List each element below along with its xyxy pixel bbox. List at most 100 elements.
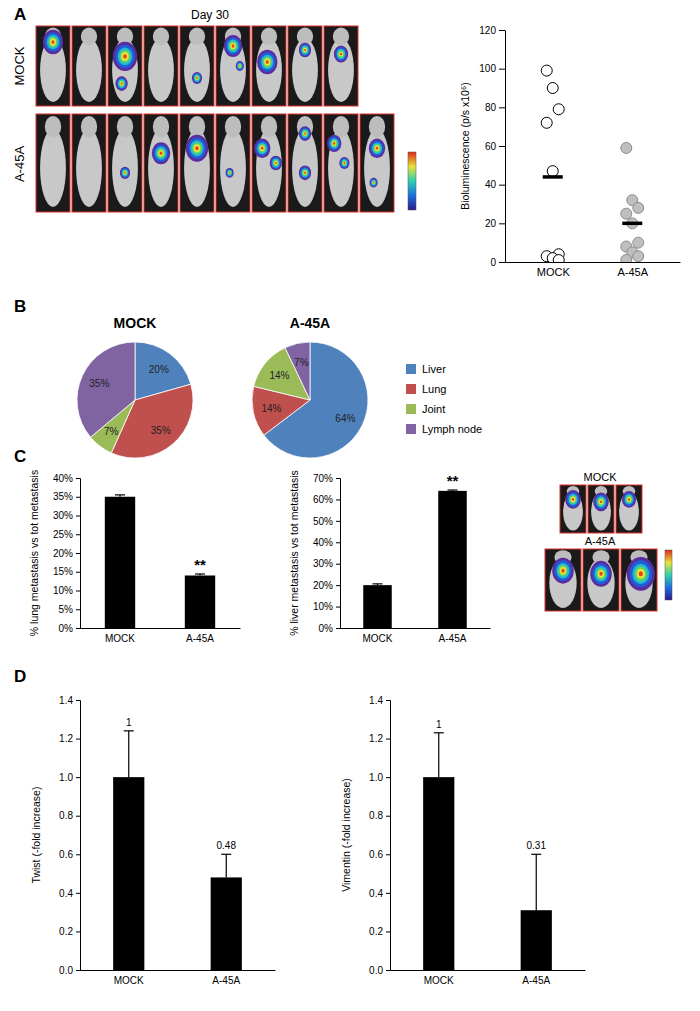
legend-label: Lymph node — [422, 423, 482, 435]
tick-label: 0.0 — [369, 965, 383, 976]
legend-swatch — [406, 404, 416, 414]
signal — [195, 146, 198, 150]
labels: ** — [194, 556, 206, 573]
figure: ADay 30MOCKA-45A020406080100120MOCKA-45A… — [0, 0, 700, 1011]
signal — [263, 56, 272, 67]
signal — [300, 167, 310, 179]
x-axis: MOCKA-45A — [81, 970, 276, 986]
point — [541, 65, 552, 76]
signal — [597, 498, 604, 506]
mouse-image — [324, 114, 358, 212]
signal — [273, 160, 279, 167]
legend-swatch — [406, 384, 416, 394]
tick-label: 0.6 — [369, 849, 383, 860]
signal — [194, 144, 201, 152]
tick: MOCK — [114, 970, 144, 986]
tick-label: 1.0 — [59, 772, 73, 783]
mouse-frame — [288, 114, 322, 212]
data-label: 1 — [436, 719, 442, 730]
error-bar — [434, 733, 444, 777]
mouse-frame — [324, 114, 358, 212]
mouse-frame — [180, 26, 214, 106]
tick-mark — [386, 970, 390, 971]
signal — [552, 558, 574, 584]
signal — [595, 494, 607, 509]
signal — [264, 58, 270, 65]
row-label: A-45A — [12, 146, 27, 182]
tick-label: 0.6 — [59, 849, 73, 860]
signal — [299, 165, 311, 180]
tick-mark — [76, 534, 80, 535]
annotation: ** — [447, 472, 459, 489]
labels: 10.31 — [436, 719, 546, 852]
signal — [376, 147, 378, 150]
signal — [637, 569, 645, 579]
signal — [194, 74, 200, 81]
mouse-body — [40, 129, 66, 207]
legend-swatch — [406, 364, 416, 374]
signal — [335, 47, 346, 61]
signal — [568, 494, 577, 505]
signal — [302, 130, 308, 137]
signal — [118, 48, 133, 66]
signal — [369, 139, 385, 159]
signal — [157, 148, 165, 158]
mouse-image — [588, 485, 614, 533]
signal — [344, 162, 346, 164]
tick: 0.2 — [369, 926, 390, 937]
tick: MOCK — [363, 628, 393, 644]
signal — [239, 65, 240, 66]
panel-label: B — [14, 297, 26, 316]
mouse-image — [108, 26, 142, 106]
tick-mark — [76, 893, 80, 894]
signal — [333, 142, 335, 145]
tick-mark — [499, 69, 505, 70]
tick: 60 — [485, 141, 505, 152]
signal — [113, 42, 137, 71]
mouse-image — [252, 26, 286, 106]
mouse-head — [153, 28, 169, 46]
tick-label: 5% — [59, 604, 74, 615]
tick-label: MOCK — [363, 633, 393, 644]
mouse-image — [583, 549, 619, 611]
x-axis: MOCKA-45A — [341, 628, 491, 644]
signal — [373, 182, 374, 183]
mouse-body — [148, 129, 174, 207]
signal — [124, 172, 126, 174]
axis-line — [505, 31, 506, 263]
mouse-head — [297, 28, 313, 46]
signal — [121, 168, 129, 178]
mean-line — [622, 222, 642, 226]
tick-label: 0% — [319, 623, 334, 634]
tick: 30% — [313, 558, 340, 569]
point — [541, 117, 552, 128]
signal — [121, 52, 128, 61]
tick-label: 0% — [59, 623, 74, 634]
data-label: 7% — [104, 426, 119, 437]
tick-label: 20% — [53, 548, 73, 559]
signal — [261, 55, 273, 70]
point — [621, 142, 632, 153]
signal — [572, 498, 574, 501]
tick: 70% — [313, 473, 340, 484]
slice — [77, 342, 135, 437]
signal — [625, 494, 633, 504]
mouse-image — [216, 114, 250, 212]
signal — [372, 180, 376, 184]
signal — [628, 498, 630, 501]
tick-mark — [499, 223, 505, 224]
y-axis: 0%10%20%30%40%50%60%70% — [313, 473, 341, 634]
mouse-frame — [621, 549, 657, 611]
signal — [328, 137, 339, 151]
signal — [569, 495, 576, 503]
tick: 5% — [59, 604, 80, 615]
mouse-frame — [36, 114, 70, 212]
signal — [341, 159, 347, 166]
signal — [155, 147, 166, 160]
legend-label: Liver — [422, 363, 446, 375]
signal — [117, 78, 127, 90]
signal — [119, 50, 130, 63]
mouse-frame — [216, 26, 250, 106]
mouse-head — [333, 28, 349, 46]
mouse-image — [288, 114, 322, 212]
